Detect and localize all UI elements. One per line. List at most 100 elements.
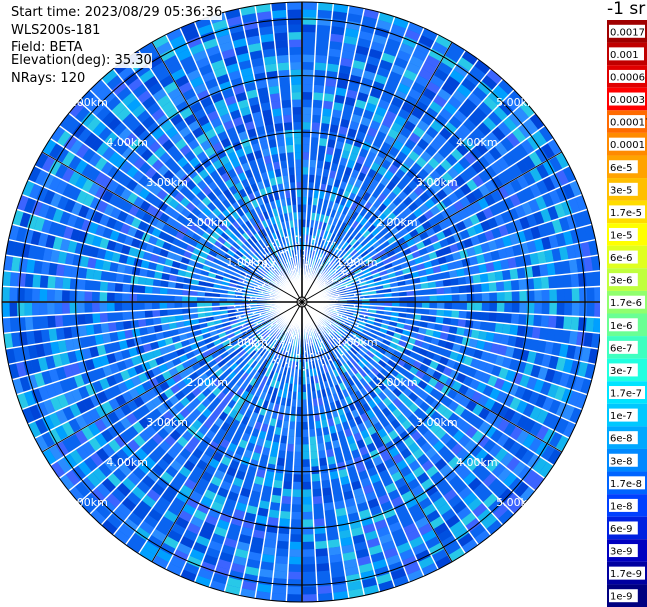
field-cell [371, 33, 388, 46]
field-cell [95, 447, 110, 463]
field-cell [407, 503, 422, 516]
field-cell [254, 206, 263, 216]
field-cell [302, 414, 309, 422]
field-cell [522, 337, 532, 351]
field-cell [535, 424, 550, 441]
field-cell [32, 315, 41, 331]
near-range-speckle [363, 315, 366, 318]
field-cell [2, 270, 12, 287]
field-cell [52, 380, 64, 397]
field-cell [161, 452, 175, 466]
field-cell [397, 483, 411, 496]
field-cell [226, 332, 236, 340]
field-cell [302, 421, 309, 430]
field-cell [307, 182, 315, 191]
field-cell [288, 556, 302, 565]
field-cell [347, 81, 361, 92]
field-cell [121, 146, 135, 161]
field-cell [331, 11, 348, 21]
field-cell [84, 382, 97, 397]
field-cell [259, 561, 275, 571]
field-cell [243, 251, 252, 260]
field-cell [586, 302, 595, 318]
field-cell [130, 375, 142, 388]
field-cell [39, 315, 49, 330]
field-cell [361, 577, 378, 589]
field-cell [197, 296, 205, 302]
field-cell [523, 362, 534, 377]
field-cell [232, 241, 241, 251]
field-cell [212, 297, 220, 302]
field-cell [165, 126, 179, 139]
field-cell [363, 459, 376, 471]
field-cell [253, 215, 262, 225]
field-cell [425, 81, 441, 95]
field-cell [335, 375, 343, 385]
field-cell [96, 390, 109, 405]
field-cell [249, 103, 262, 114]
field-cell [229, 245, 238, 254]
field-cell [533, 378, 545, 394]
field-cell [506, 456, 521, 472]
field-cell [231, 220, 241, 230]
field-cell [346, 13, 363, 24]
field-cell [425, 328, 435, 337]
field-cell [445, 153, 459, 167]
field-cell [283, 122, 293, 131]
field-cell [514, 336, 525, 349]
field-cell [229, 233, 239, 242]
field-cell [420, 314, 429, 322]
field-cell [278, 518, 291, 527]
field-cell [436, 294, 445, 302]
field-cell [84, 232, 96, 246]
field-cell [240, 352, 249, 361]
field-cell [297, 384, 302, 392]
field-cell [558, 343, 569, 359]
field-cell [377, 12, 395, 24]
field-cell [237, 335, 246, 343]
field-cell [293, 144, 302, 153]
field-cell [197, 477, 211, 490]
field-cell [123, 357, 134, 370]
field-cell [9, 302, 18, 318]
field-cell [344, 313, 353, 319]
field-cell [372, 376, 382, 386]
field-cell [306, 391, 313, 400]
field-cell [466, 132, 481, 147]
field-cell [274, 322, 281, 329]
field-cell [186, 69, 202, 82]
field-cell [95, 366, 106, 380]
field-cell [386, 359, 397, 369]
field-cell [533, 276, 542, 290]
field-cell [98, 377, 111, 391]
field-cell [339, 364, 347, 374]
field-cell [120, 348, 131, 360]
field-cell [328, 336, 336, 345]
field-cell [281, 359, 287, 368]
field-cell [483, 340, 493, 353]
field-cell [426, 321, 436, 331]
field-cell [123, 457, 138, 472]
field-cell [358, 368, 368, 378]
field-cell [55, 146, 70, 164]
field-cell [74, 429, 89, 445]
field-cell [262, 48, 277, 58]
field-cell [302, 376, 307, 385]
field-cell [152, 245, 162, 256]
field-cell [458, 310, 467, 320]
field-cell [33, 329, 43, 345]
field-cell [323, 502, 335, 511]
field-cell [257, 326, 266, 333]
field-cell [472, 320, 482, 331]
field-cell [50, 125, 66, 143]
field-cell [62, 225, 74, 240]
field-cell [357, 246, 367, 255]
field-cell [447, 134, 462, 149]
field-cell [302, 129, 312, 138]
field-cell [302, 197, 308, 205]
field-cell [457, 485, 473, 501]
field-cell [520, 138, 535, 155]
field-cell [340, 111, 353, 121]
field-cell [350, 383, 360, 393]
field-cell [115, 272, 125, 284]
